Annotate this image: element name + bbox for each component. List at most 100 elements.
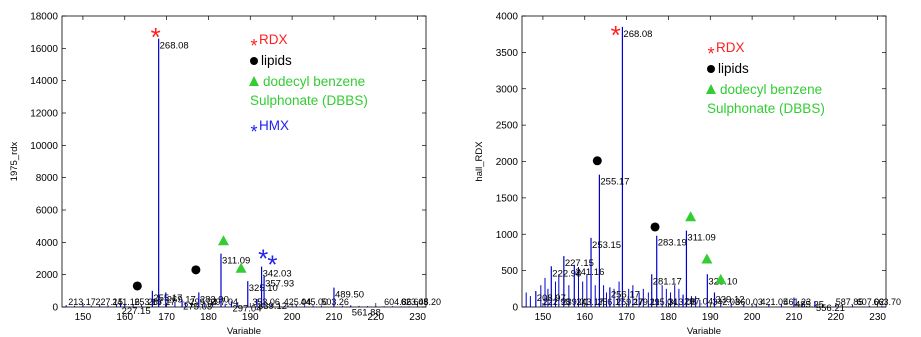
baseline-peak-label: 445.00 [300, 297, 328, 307]
peak-label: 281.17 [653, 276, 682, 287]
legend-entry: dodecyl benzene [706, 82, 822, 97]
peak-label: 311.09 [222, 256, 250, 267]
baseline-peak-label: 604.86 [384, 297, 412, 307]
legend-label: Sulphonate (DBBS) [707, 101, 825, 116]
x-tick-label: 200 [744, 312, 761, 323]
triangle-marker [217, 235, 229, 246]
peak-label: 339.12 [715, 294, 744, 305]
baseline-peak-label: 663.70 [873, 297, 901, 307]
baseline-peak-label: 267.17 [148, 297, 176, 307]
x-tick-label: 150 [75, 312, 92, 323]
legend-triangle-icon [249, 76, 259, 86]
peak-label: 268.08 [160, 41, 189, 52]
peak-label: 283.90 [200, 294, 229, 305]
asterisk-marker: * [151, 22, 161, 52]
legend-asterisk-icon: * [250, 122, 257, 142]
x-tick-label: 160 [576, 312, 593, 323]
legend-entry: * RDX [250, 32, 287, 56]
y-tick-label: 4000 [36, 238, 59, 249]
legend-triangle-icon [706, 84, 716, 94]
legend-asterisk-icon: * [250, 36, 257, 56]
peak-label: 275.03 [183, 302, 212, 313]
peak-label: 485.25 [795, 300, 824, 311]
x-tick-label: 230 [869, 312, 886, 323]
baseline-peak-label: 213.17 [68, 297, 96, 307]
circle-marker [592, 156, 602, 166]
x-tick-label: 150 [535, 312, 552, 323]
legend-entry: * HMX [250, 118, 289, 142]
asterisk-marker: * [267, 250, 277, 280]
peak-label: 268.08 [623, 29, 652, 40]
baseline-peak-label: 313.08 [668, 297, 696, 307]
peak-label: 241.16 [575, 267, 604, 278]
x-axis-label: Variable [687, 326, 721, 337]
legend-label: dodecyl benzene [720, 82, 822, 97]
legend-label: lipids [718, 61, 749, 76]
x-tick-label: 170 [618, 312, 635, 323]
legend-label: lipids [261, 53, 292, 68]
legend-entry: Sulphonate (DBBS) [250, 93, 368, 108]
baseline-peak-label: 360.03 [735, 297, 763, 307]
legend-label: HMX [259, 118, 289, 133]
y-tick-label: 3000 [496, 84, 519, 95]
x-tick-label: 160 [116, 312, 133, 323]
y-tick-label: 4000 [496, 12, 519, 23]
baseline-peak-label: 425.04 [284, 297, 312, 307]
y-tick-label: 2000 [36, 270, 59, 281]
peak-label: 325.10 [249, 283, 278, 294]
triangle-marker [701, 253, 713, 264]
legend-entry: dodecyl benzene [249, 74, 365, 89]
baseline-peak-label: 239.01 [562, 297, 590, 307]
x-tick-label: 230 [409, 312, 426, 323]
y-tick-label: 18000 [30, 12, 58, 23]
baseline-peak-label: 269.17 [616, 297, 644, 307]
x-tick-label: 210 [326, 312, 343, 323]
baseline-peak-label: 587.85 [836, 297, 864, 307]
baseline-peak-label: 342.03 [712, 297, 740, 307]
legend-circle-icon [250, 57, 258, 65]
x-tick-label: 220 [827, 312, 844, 323]
y-tick-label: 1000 [496, 230, 519, 241]
y-tick-label: 2000 [496, 157, 519, 168]
baseline-peak-label: 607.02 [857, 297, 885, 307]
legend-label: RDX [259, 32, 288, 47]
chart-panel-1: 150 160 170 180 190 200 210 220 230 0 2000 4000 6000… [9, 12, 441, 337]
baseline-peak-label: 253.15 [134, 297, 162, 307]
y-tick-label: 500 [501, 266, 518, 277]
x-tick-label: 200 [284, 312, 301, 323]
asterisk-marker: * [258, 243, 268, 273]
peak-label: 561.88 [352, 307, 381, 318]
y-tick-label: 0 [52, 303, 58, 314]
legend-entry: * RDX [707, 40, 744, 64]
peak-label: 256.17 [611, 289, 640, 300]
baseline-peak-label: 256.17 [597, 297, 625, 307]
peak-label: 311.09 [687, 233, 715, 244]
y-tick-label: 8000 [36, 173, 59, 184]
x-axis-label: Variable [227, 326, 261, 337]
baseline-peak-label: 243.17 [576, 297, 604, 307]
plot-frame [61, 15, 427, 308]
legend-label: RDX [716, 40, 745, 55]
baseline-peak-label: 645.20 [413, 297, 441, 307]
baseline-peak-label: 353.06 [252, 297, 280, 307]
peak-label: 357.93 [265, 278, 294, 289]
legend-label: dodecyl benzene [263, 74, 365, 89]
y-tick-label: 16000 [30, 44, 58, 55]
y-tick-label: 14000 [30, 76, 58, 87]
legend-entry: lipids [250, 53, 292, 68]
peak-label: 339.12 [258, 301, 287, 312]
peak-label: 222.98 [552, 268, 581, 279]
circle-marker [132, 281, 142, 291]
peak-label: 255.17 [153, 293, 182, 304]
y-tick-label: 2500 [496, 121, 519, 132]
baseline-peak-label: 227.15 [95, 297, 123, 307]
circle-marker [650, 222, 660, 232]
peak-label: 297.04 [232, 303, 261, 314]
baseline-peak-label: 295.04 [650, 297, 678, 307]
y-tick-label: 0 [512, 303, 518, 314]
triangle-marker [685, 211, 697, 222]
x-tick-label: 190 [242, 312, 259, 323]
legend-asterisk-icon: * [707, 44, 714, 64]
y-axis-label: hall_RDX [474, 141, 485, 182]
